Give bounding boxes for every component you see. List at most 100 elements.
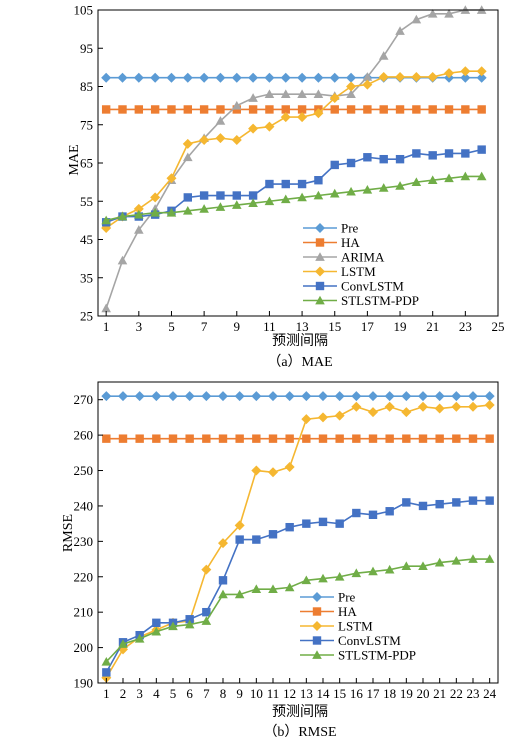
mae-point-ha (248, 105, 258, 114)
rmse-legend-label-stlstm-pdp: STLSTM-PDP (338, 648, 416, 663)
rmse-point-convlstm (368, 510, 378, 519)
mae-point-convlstm (314, 176, 323, 185)
mae-point-pre (199, 72, 210, 83)
rmse-point-ha (368, 434, 378, 443)
mae-x-tick-label: 11 (263, 319, 276, 334)
mae-legend-label-arima: ARIMA (341, 250, 385, 265)
rmse-x-tick-label: 11 (267, 686, 280, 701)
rmse-point-stlstm-pdp (251, 584, 262, 593)
rmse-point-stlstm-pdp (101, 656, 112, 666)
mae-point-convlstm (199, 191, 209, 200)
mae-point-lstm (427, 71, 438, 82)
rmse-point-stlstm-pdp (268, 584, 278, 593)
rmse-point-pre (151, 391, 162, 402)
rmse-point-stlstm-pdp (451, 556, 462, 565)
rmse-point-pre (168, 391, 178, 402)
mae-point-pre (101, 72, 112, 83)
mae-x-axis-title: 预测间隔 (272, 333, 328, 349)
mae-legend-label-ha: HA (341, 235, 360, 250)
rmse-point-convlstm (352, 508, 361, 518)
rmse-series-line-lstm (105, 404, 490, 679)
mae-point-ha (379, 105, 388, 114)
mae-x-tick-label: 25 (492, 319, 505, 334)
rmse-point-convlstm (218, 576, 228, 585)
mae-point-ha (265, 105, 274, 114)
rmse-legend-marker-ha (312, 607, 322, 616)
mae-series-line-convlstm (105, 148, 482, 224)
rmse-point-ha (402, 434, 411, 443)
rmse-y-axis-title: RMSE (61, 514, 76, 552)
rmse-caption: （b）RMSE (263, 724, 336, 740)
mae-y-tick-label: 105 (74, 3, 94, 18)
rmse-point-pre (218, 391, 228, 402)
mae-point-lstm (444, 68, 455, 79)
rmse-point-ha (268, 434, 278, 443)
mae-series-line-stlstm-pdp (105, 175, 482, 222)
rmse-point-stlstm-pdp (184, 619, 195, 629)
mae-x-tick-label: 17 (361, 319, 375, 334)
mae-point-lstm (378, 71, 389, 82)
mae-point-convlstm (297, 179, 307, 189)
rmse-series-line-stlstm-pdp (105, 558, 490, 663)
rmse-x-tick-label: 21 (433, 686, 446, 701)
rmse-y-tick-label: 260 (74, 428, 94, 443)
rmse-point-pre (368, 391, 378, 402)
rmse-x-tick-label: 22 (450, 686, 463, 701)
rmse-point-lstm (484, 400, 495, 411)
rmse-point-stlstm-pdp (334, 571, 345, 581)
mae-point-stlstm-pdp (101, 215, 111, 225)
rmse-point-convlstm (102, 668, 111, 677)
mae-legend-marker-convlstm (315, 281, 325, 291)
mae-caption: （a）MAE (267, 354, 332, 370)
mae-legend-label-stlstm-pdp: STLSTM-PDP (341, 293, 419, 308)
mae-point-lstm (411, 71, 422, 82)
rmse-x-tick-label: 6 (186, 686, 193, 701)
mae-point-convlstm (216, 191, 225, 200)
mae-point-ha (461, 105, 470, 114)
mae-point-stlstm-pdp (346, 186, 356, 196)
rmse-x-axis-title: 预测间隔 (272, 704, 328, 720)
mae-legend-marker-stlstm-pdp (315, 295, 325, 305)
mae-point-lstm (362, 79, 373, 90)
mae-point-lstm (199, 135, 210, 146)
rmse-point-stlstm-pdp (368, 566, 378, 576)
rmse-point-stlstm-pdp (134, 633, 145, 643)
rmse-point-stlstm-pdp (151, 626, 162, 636)
mae-point-lstm (280, 112, 291, 123)
mae-point-ha (428, 105, 437, 114)
mae-point-pre (346, 72, 357, 83)
rmse-point-ha (468, 434, 478, 443)
mae-point-arima (264, 89, 275, 98)
rmse-point-pre (468, 391, 478, 402)
rmse-point-stlstm-pdp (118, 639, 128, 648)
rmse-point-stlstm-pdp (484, 554, 495, 563)
rmse-point-convlstm (252, 535, 261, 544)
mae-point-ha (412, 105, 421, 114)
mae-point-lstm (182, 138, 193, 149)
mae-point-pre (280, 72, 291, 83)
mae-point-lstm (395, 71, 406, 82)
mae-point-arima (248, 93, 258, 102)
mae-point-pre (297, 72, 308, 83)
mae-point-ha (363, 105, 372, 114)
mae-legend-label-pre: Pre (341, 221, 359, 236)
mae-point-convlstm (330, 160, 339, 170)
mae-point-stlstm-pdp (297, 192, 307, 202)
rmse-point-pre (401, 391, 412, 402)
mae-point-lstm (133, 203, 144, 214)
rmse-legend-label-convlstm: ConvLSTM (338, 633, 401, 648)
mae-point-lstm (329, 92, 340, 103)
rmse-x-tick-label: 18 (383, 686, 396, 701)
mae-y-tick-label: 45 (80, 232, 93, 247)
mae-x-tick-label: 5 (168, 319, 175, 334)
rmse-point-stlstm-pdp (434, 557, 445, 567)
rmse-point-stlstm-pdp (318, 573, 328, 583)
rmse-point-lstm (268, 467, 278, 478)
mae-point-pre (476, 72, 487, 83)
rmse-x-tick-label: 2 (120, 686, 127, 701)
mae-point-ha (346, 105, 356, 114)
mae-point-arima (280, 89, 291, 98)
mae-point-lstm (150, 192, 161, 203)
rmse-point-convlstm (185, 615, 194, 624)
